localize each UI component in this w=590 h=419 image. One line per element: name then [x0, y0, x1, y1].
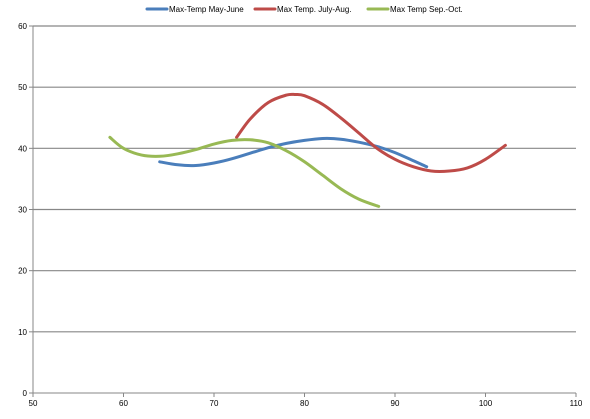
x-tick-label: 50: [29, 399, 38, 408]
x-axis-ticks: 50 60 70 80 90 100 110: [29, 393, 583, 408]
x-tick-label: 110: [570, 399, 583, 408]
legend-label: Max Temp Sep.-Oct.: [390, 5, 463, 14]
series-lines: [108, 92, 507, 208]
x-tick-label: 100: [479, 399, 493, 408]
y-tick-label: 50: [18, 83, 27, 92]
series-line-max-temp-sep-oct: [108, 135, 381, 208]
legend-label: Max-Temp May-June: [169, 5, 244, 14]
y-axis-ticks: 0 10 20 30 40 50 60: [18, 22, 33, 398]
x-tick-label: 70: [210, 399, 219, 408]
series-line-max-temp-may-june: [158, 136, 429, 169]
y-tick-label: 10: [18, 328, 27, 337]
x-tick-label: 60: [119, 399, 128, 408]
y-tick-label: 0: [23, 389, 28, 398]
legend-label: Max Temp. July-Aug.: [277, 5, 352, 14]
y-tick-label: 20: [18, 267, 27, 276]
x-tick-label: 80: [300, 399, 309, 408]
y-tick-label: 30: [18, 206, 27, 215]
y-tick-label: 60: [18, 22, 27, 31]
series-line-max-temp-july-aug: [235, 92, 507, 173]
y-tick-label: 40: [18, 144, 27, 153]
x-tick-label: 90: [391, 399, 400, 408]
gridlines: [33, 25, 576, 333]
legend: Max-Temp May-June Max Temp. July-Aug. Max …: [145, 5, 463, 14]
